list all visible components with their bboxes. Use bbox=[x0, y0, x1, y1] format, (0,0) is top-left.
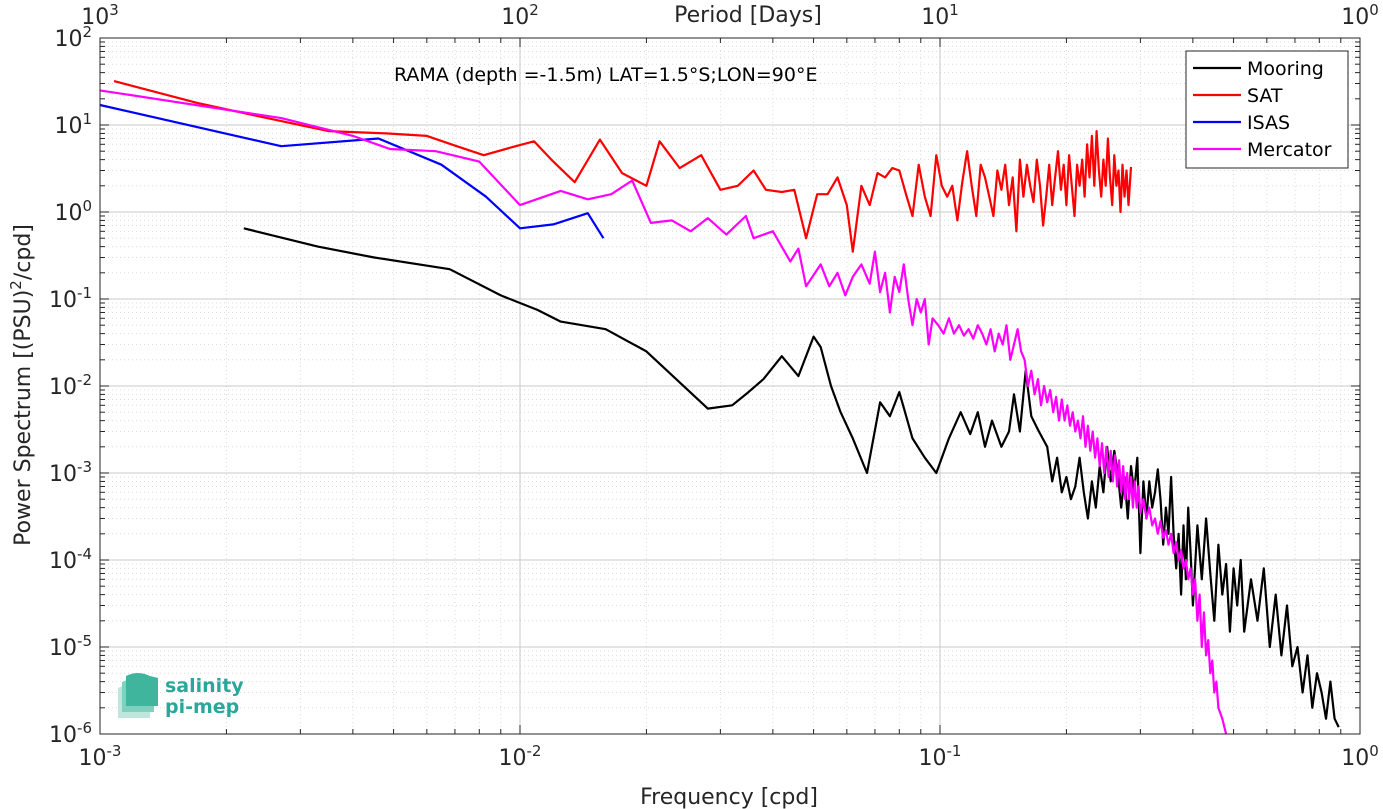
y-tick-label: 10-2 bbox=[49, 371, 92, 400]
y-axis-title-sup: 2 bbox=[7, 280, 25, 290]
chart-annotation: RAMA (depth =-1.5m) LAT=1.5°S;LON=90°E bbox=[394, 64, 818, 86]
y-tick-label: 101 bbox=[54, 110, 92, 139]
x-axis-title: Frequency [cpd] bbox=[640, 785, 818, 809]
y-tick-label: 100 bbox=[54, 197, 92, 226]
x2-tick-label: 100 bbox=[1341, 1, 1379, 30]
legend-entries: Mooring SAT ISAS Mercator bbox=[1193, 58, 1332, 161]
series-line-isas bbox=[99, 103, 605, 239]
grid-layer bbox=[99, 37, 1361, 735]
x-tick-label: 10-1 bbox=[919, 742, 962, 771]
y-tick-label: 102 bbox=[54, 23, 92, 52]
y-tick-label: 10-1 bbox=[49, 284, 92, 313]
series-layer bbox=[99, 80, 1340, 735]
y-tick-label: 10-5 bbox=[49, 632, 92, 661]
logo-text-line2: pi-mep bbox=[165, 696, 239, 718]
logo-text-line1: salinity bbox=[165, 675, 244, 697]
y-axis-title: Power Spectrum [(PSU)2/cpd] bbox=[7, 224, 36, 546]
x2-tick-label: 102 bbox=[501, 1, 539, 30]
y-tick-label: 10-4 bbox=[49, 545, 92, 574]
legend-label-isas: ISAS bbox=[1247, 112, 1290, 134]
legend-label-mooring: Mooring bbox=[1247, 58, 1324, 80]
series-line-mercator bbox=[99, 89, 1228, 735]
logo-mark-icon bbox=[118, 673, 158, 718]
y-axis-title-tail: /cpd] bbox=[11, 224, 36, 280]
y-tick-label: 10-6 bbox=[49, 719, 92, 748]
salinity-pimep-logo: salinity pi-mep bbox=[118, 673, 244, 718]
x2-tick-label: 101 bbox=[921, 1, 959, 30]
legend: Mooring SAT ISAS Mercator bbox=[1185, 50, 1349, 169]
legend-label-sat: SAT bbox=[1247, 85, 1283, 107]
series-line-sat bbox=[113, 80, 1133, 253]
y-tick-label: 10-3 bbox=[49, 458, 92, 487]
x-tick-label: 10-3 bbox=[79, 742, 122, 771]
x-tick-label: 10-2 bbox=[499, 742, 542, 771]
x2-tick-label: 103 bbox=[81, 1, 119, 30]
legend-label-mercator: Mercator bbox=[1247, 139, 1332, 161]
x-tick-label: 100 bbox=[1341, 742, 1379, 771]
y-axis-title-base: Power Spectrum [(PSU) bbox=[11, 290, 36, 546]
x2-axis-title: Period [Days] bbox=[674, 3, 822, 28]
